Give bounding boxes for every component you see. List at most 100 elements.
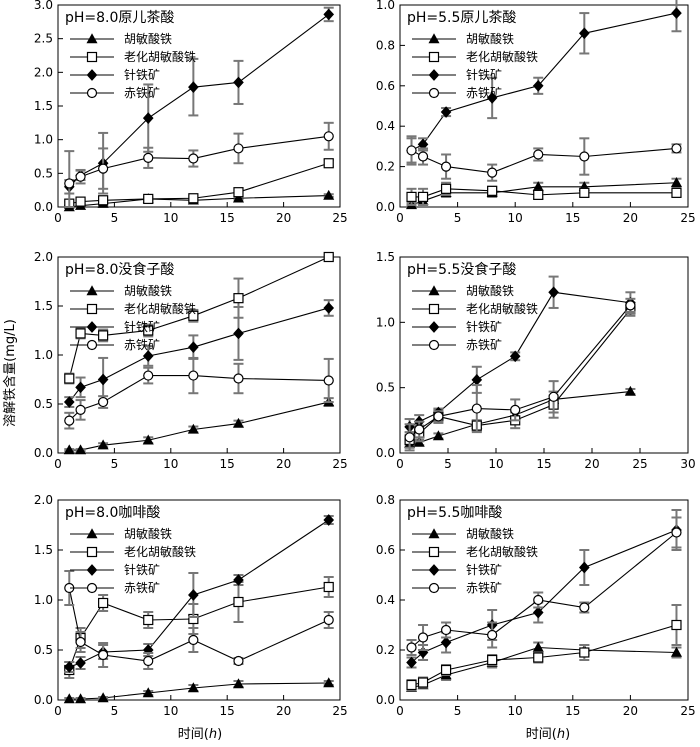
data-point-square	[98, 195, 109, 206]
data-point-square	[98, 597, 109, 609]
data-point-circle	[75, 171, 86, 182]
x-tick-label: 10	[508, 211, 523, 225]
data-point-diamond	[97, 373, 109, 386]
data-point-diamond	[75, 657, 86, 669]
legend-marker-circle	[428, 87, 440, 99]
data-point-circle	[233, 655, 244, 667]
x-tick-label: 15	[536, 457, 551, 471]
data-point-diamond	[63, 661, 75, 673]
data-point-diamond	[63, 396, 75, 408]
data-point-triangle	[187, 423, 199, 434]
data-point-circle	[64, 415, 75, 426]
y-tick-label: 0.6	[376, 543, 395, 557]
series-circle	[406, 516, 682, 656]
data-point-triangle	[75, 444, 87, 455]
x-tick-label: 10	[163, 704, 178, 718]
data-point-diamond	[142, 112, 154, 124]
x-tick-label: 10	[508, 704, 523, 718]
plot-frame	[57, 4, 341, 208]
x-tick-label: 0	[54, 211, 62, 225]
data-point-circle	[404, 432, 415, 443]
data-point-diamond	[486, 92, 498, 104]
data-point-diamond	[323, 302, 335, 314]
x-tick-label: 20	[584, 457, 599, 471]
legend-marker-diamond	[86, 69, 98, 81]
data-point-circle	[533, 149, 544, 160]
y-tick-label: 2.0	[34, 493, 53, 507]
y-tick-label: 0.0	[34, 446, 53, 460]
y-tick-label: 0.8	[376, 38, 395, 52]
data-point-triangle	[63, 693, 75, 704]
data-point-circle	[98, 396, 109, 408]
data-point-triangle	[142, 687, 154, 698]
series-line	[411, 532, 677, 648]
y-tick-label: 0.5	[34, 166, 53, 180]
plot-frame	[57, 256, 341, 454]
data-point-circle	[143, 152, 154, 163]
legend-label: 老化胡敏酸铁	[124, 544, 196, 559]
x-axis-label-left: 时间(h)	[178, 727, 222, 742]
data-point-triangle	[670, 177, 682, 187]
x-tick-label: 0	[54, 457, 62, 471]
legend-marker-square	[428, 51, 440, 63]
data-point-circle	[75, 636, 86, 648]
y-tick-label: 1.5	[34, 543, 53, 557]
series-line	[69, 682, 329, 700]
chart-panel-5: 0 5 10 15 20 25 0.0 0.5 1.0 1.5 2.0 pH=8.0咖啡酸胡敏酸铁老化…	[34, 493, 348, 718]
data-point-diamond	[142, 350, 154, 362]
data-point-circle	[143, 370, 154, 381]
x-tick-label: 10	[163, 211, 178, 225]
series-square	[64, 251, 334, 385]
data-point-diamond	[532, 79, 544, 92]
y-tick-label: 0.8	[376, 493, 395, 507]
data-point-square	[417, 677, 429, 688]
data-point-circle	[433, 411, 444, 422]
data-point-square	[406, 679, 417, 691]
y-tick-label: 3.0	[34, 0, 53, 12]
x-tick-label: 10	[163, 457, 178, 471]
series-square	[406, 181, 682, 206]
data-point-circle	[188, 634, 199, 646]
series-circle	[64, 121, 334, 208]
legend-marker-square	[86, 303, 98, 315]
data-point-square	[143, 193, 154, 205]
chart-title: pH=8.0没食子酸	[65, 261, 174, 278]
legend-label: 老化胡敏酸铁	[124, 301, 196, 316]
legend-marker-triangle	[86, 285, 98, 296]
series-line	[69, 401, 329, 451]
legend-marker-circle	[86, 582, 98, 594]
legend-marker-diamond	[428, 564, 440, 576]
data-point-square	[579, 187, 590, 198]
data-point-circle	[143, 655, 154, 667]
x-tick-label: 0	[54, 704, 62, 718]
data-point-square	[323, 251, 334, 263]
data-point-diamond	[440, 106, 452, 118]
y-tick-label: 0.5	[34, 643, 53, 657]
series-circle	[64, 570, 334, 670]
data-point-diamond	[188, 81, 199, 93]
data-point-circle	[406, 145, 417, 156]
data-point-circle	[98, 163, 109, 174]
data-point-circle	[75, 404, 86, 415]
data-point-diamond	[532, 606, 544, 619]
y-tick-label: 1.0	[376, 315, 395, 329]
data-point-square	[579, 647, 590, 658]
data-point-triangle	[187, 682, 199, 693]
data-point-square	[440, 664, 452, 676]
series-square	[406, 604, 682, 691]
data-point-square	[417, 191, 429, 202]
x-tick-label: 20	[276, 211, 291, 225]
series-line	[68, 307, 329, 403]
legend-label: 胡敏酸铁	[466, 31, 514, 46]
series-triangle	[63, 677, 335, 704]
legend-marker-circle	[428, 339, 440, 351]
data-point-triangle	[670, 646, 682, 657]
data-point-circle	[414, 424, 425, 435]
legend-marker-triangle	[428, 33, 440, 44]
y-tick-label: 0.0	[376, 693, 395, 707]
legend-label: 胡敏酸铁	[124, 31, 172, 46]
x-tick-label: 15	[565, 704, 580, 718]
data-point-circle	[579, 602, 590, 613]
data-point-diamond	[548, 286, 559, 299]
legend-label: 赤铁矿	[466, 338, 502, 352]
